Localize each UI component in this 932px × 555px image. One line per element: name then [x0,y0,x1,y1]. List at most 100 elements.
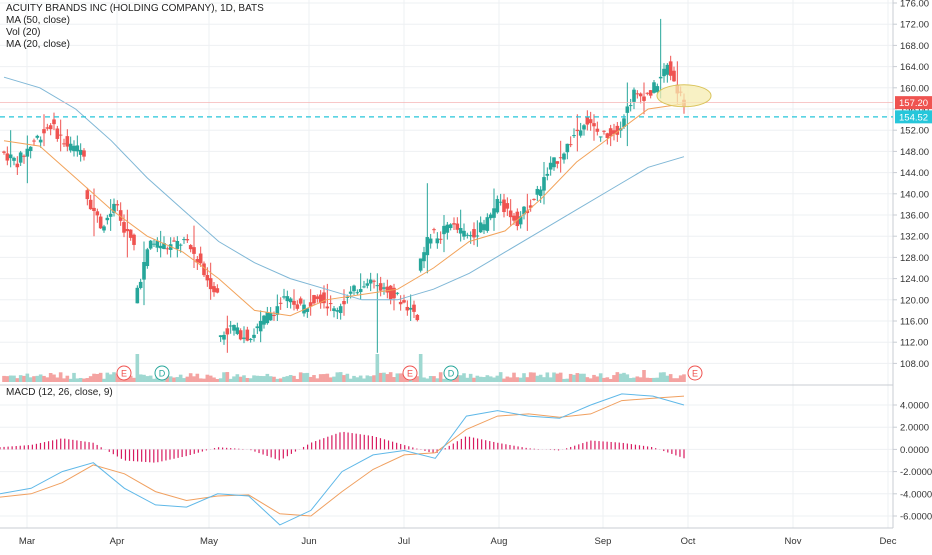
volume-bar [325,373,330,382]
volume-bar [258,375,263,382]
candle-body [122,222,126,233]
last-price-tag: 157.20 [899,98,928,109]
candle-body [262,315,266,325]
candle-body [532,198,536,200]
candle-body [522,206,526,215]
volume-bar [372,375,376,382]
level-price-tag-bg [895,110,932,124]
candle-body [135,287,140,304]
candle-body [268,313,273,321]
candle-body [508,210,513,218]
volume-bar [358,375,363,382]
event-marker-d: D [154,365,170,381]
volume-bar [658,372,663,382]
candle-body [165,248,170,250]
volume-bar [88,376,93,382]
volume-bar [65,375,70,382]
volume-bar [602,377,606,382]
candle-body [355,292,360,294]
candle-body [515,211,520,227]
candle-body [248,338,253,340]
event-label: D [159,369,166,379]
candle-body [5,153,10,161]
volume-bar [668,374,673,382]
volume-bar [52,374,56,382]
volume-bar [625,374,630,382]
price-tick-label: 120.00 [900,295,929,306]
volume-bar [522,373,526,382]
candle-body [538,189,543,196]
volume-bar [415,376,420,382]
candle-body [208,278,213,290]
volume-bar [672,378,676,382]
candle-body [18,152,23,163]
volume-bar [682,374,686,382]
volume-bar [215,378,220,382]
volume-bar [345,373,350,382]
candle-body [72,145,76,152]
candle-body [415,314,420,321]
volume-bar [228,378,233,382]
macd-tick-label: -6.0000 [900,512,932,523]
volume-bar [62,378,66,382]
time-tick-label: Aug [491,536,508,547]
candle-body [252,334,256,338]
candle-body [388,285,393,300]
volume-bar [292,375,296,382]
volume-bar [128,375,133,382]
candle-body [105,217,110,221]
volume-bar [268,376,273,382]
candle-body [288,298,293,303]
volume-bar [398,373,403,382]
volume-bar [365,375,370,382]
volume-bar [555,373,560,382]
candle-body [382,287,386,289]
volume-bar [158,378,163,382]
volume-bar [92,373,96,382]
volume-bar [545,372,550,382]
volume-bar [18,375,23,382]
candle-body [338,306,343,314]
candle-body [398,301,403,305]
volume-bar [55,377,60,382]
candle-body [592,123,596,127]
volume-bar [275,378,280,382]
candle-body [482,224,486,231]
candle-body [485,217,490,231]
volume-bar [578,373,583,382]
candle-body [102,226,106,231]
price-tick-label: 164.00 [900,62,929,73]
time-tick-label: Apr [110,536,125,547]
candle-body [258,320,263,332]
volume-bar [305,372,310,382]
candle-body [285,296,290,302]
candle-body [672,70,676,82]
volume-bar [418,354,423,382]
candle-body [62,143,66,145]
candle-body [328,303,333,305]
volume-bar [198,378,203,382]
volume-bar [45,377,50,382]
candle-body [12,157,16,161]
volume-bar [498,372,503,382]
volume-bar [218,378,223,382]
volume-bar [552,372,556,382]
candle-body [475,235,480,237]
volume-bar [152,378,156,382]
volume-bar [518,377,523,382]
candle-body [162,243,166,250]
candle-body [665,64,670,75]
candle-body [132,234,136,245]
volume-bar [508,377,513,382]
volume-bar [642,370,646,382]
candle-body [198,253,203,264]
candle-body [452,223,456,225]
candle-body [305,308,310,312]
candle-body [82,150,86,157]
candle-body [308,302,313,307]
volume-bar [25,373,30,382]
volume-bar [22,375,26,382]
volume-bar [382,372,386,382]
candle-body [565,143,570,153]
